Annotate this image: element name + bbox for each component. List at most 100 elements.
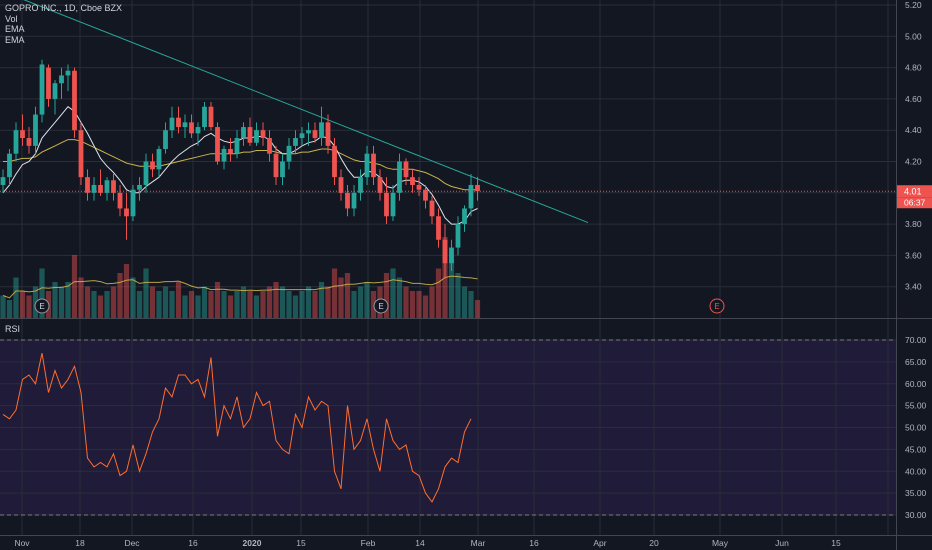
volume-bar	[214, 282, 221, 318]
trendline	[23, 0, 589, 224]
candle-body	[20, 130, 25, 139]
candle-body	[156, 148, 162, 170]
volume-bar	[435, 268, 442, 318]
candle-body	[104, 180, 110, 193]
legend-symbol[interactable]: GOPRO INC., 1D, Cboe BZX	[5, 3, 123, 13]
candle-body	[91, 184, 97, 193]
candle-body	[182, 122, 188, 128]
candle-body	[59, 75, 64, 84]
volume-bar	[461, 286, 468, 318]
candle-body	[143, 161, 149, 185]
volume-bar	[71, 255, 78, 318]
candle-body	[195, 127, 201, 134]
time-tick-label: Nov	[14, 538, 30, 548]
volume-bar	[201, 286, 208, 318]
candle-body	[7, 153, 12, 178]
legend-ema-slow[interactable]: EMA	[5, 34, 25, 45]
candles	[0, 59, 480, 279]
volume-bar	[117, 273, 123, 318]
earnings-marker[interactable]: E	[373, 298, 389, 314]
volume-bar	[162, 286, 169, 318]
candle-body	[228, 148, 233, 154]
volume-bar	[292, 295, 299, 318]
candle-body	[234, 138, 240, 154]
price-tick-label: 3.40	[905, 282, 922, 292]
rsi-line	[2, 352, 472, 503]
candle-body	[377, 177, 383, 193]
price-axis: 5.205.004.804.604.404.204.003.803.603.40…	[905, 0, 927, 520]
volume-bar	[39, 268, 45, 318]
volume-bar	[260, 291, 266, 318]
volume-bar	[97, 295, 104, 318]
volume-bar	[19, 291, 26, 318]
candle-body	[273, 153, 279, 178]
price-tick-label: 4.20	[905, 157, 922, 167]
earnings-label: E	[714, 302, 719, 311]
volume-bar	[78, 277, 84, 318]
earnings-circle	[34, 298, 50, 314]
candle-body	[468, 184, 474, 209]
candle-body	[397, 161, 402, 193]
volume-bar	[208, 291, 214, 318]
candle-body	[137, 184, 142, 190]
volume-bar	[247, 291, 253, 318]
candle-body	[436, 216, 441, 240]
candle-body	[364, 153, 370, 178]
volume-bar	[195, 295, 201, 318]
candle-body	[286, 145, 292, 162]
candle-body	[293, 138, 298, 146]
volume-bar	[266, 286, 273, 318]
volume-bar	[390, 268, 396, 318]
time-tick-label: Mar	[471, 538, 486, 548]
rsi-legend[interactable]: RSI	[5, 324, 21, 334]
rsi-tick-label: 60.00	[905, 379, 927, 389]
candle-body	[33, 114, 38, 146]
legend-ema-fast[interactable]: EMA	[5, 24, 25, 34]
volume-bar	[84, 286, 91, 318]
volume-bar	[221, 291, 227, 318]
price-tick-label: 5.00	[905, 31, 922, 41]
time-tick-label: May	[712, 538, 729, 548]
volume-bar	[0, 295, 6, 318]
candle-body	[299, 133, 305, 139]
candle-body	[260, 130, 266, 139]
price-tick-label: 4.40	[905, 125, 922, 135]
volume-bar	[370, 291, 377, 318]
price-tick-label: 3.80	[905, 219, 922, 229]
candle-body	[176, 117, 181, 128]
candle-body	[462, 208, 467, 225]
candle-body	[442, 239, 448, 264]
candle-body	[325, 122, 331, 146]
price-tick-label: 3.60	[905, 250, 922, 260]
chart-legend: GOPRO INC., 1D, Cboe BZX Vol EMA EMA	[5, 3, 122, 45]
rsi-tick-label: 30.00	[905, 510, 927, 520]
volume-bar	[474, 300, 481, 318]
candle-body	[338, 177, 344, 193]
volume-bar	[422, 295, 429, 318]
candle-body	[345, 192, 350, 209]
volume-bar	[383, 273, 390, 318]
earnings-circle	[709, 298, 725, 314]
legend-vol[interactable]: Vol	[5, 13, 18, 24]
candle-body	[332, 145, 337, 178]
candle-body	[416, 184, 422, 190]
candle-body	[319, 122, 324, 139]
candle-body	[208, 106, 214, 128]
price-tick-label: 4.80	[905, 63, 922, 73]
earnings-marker[interactable]: E	[709, 298, 725, 314]
volume-bar	[6, 300, 13, 318]
candle-body	[306, 130, 311, 134]
candle-body	[111, 180, 116, 193]
volume-bar	[123, 264, 130, 318]
time-tick-label: 18	[75, 538, 85, 548]
candle-body	[124, 208, 129, 217]
volume-bar	[91, 291, 97, 318]
volume-bar	[58, 286, 65, 318]
volume-bar	[455, 273, 461, 318]
rsi-tick-label: 40.00	[905, 466, 927, 476]
rsi-tick-label: 45.00	[905, 444, 927, 454]
earnings-marker[interactable]: E	[34, 298, 50, 314]
volume-bar	[175, 282, 182, 318]
volume-bar	[318, 282, 325, 318]
